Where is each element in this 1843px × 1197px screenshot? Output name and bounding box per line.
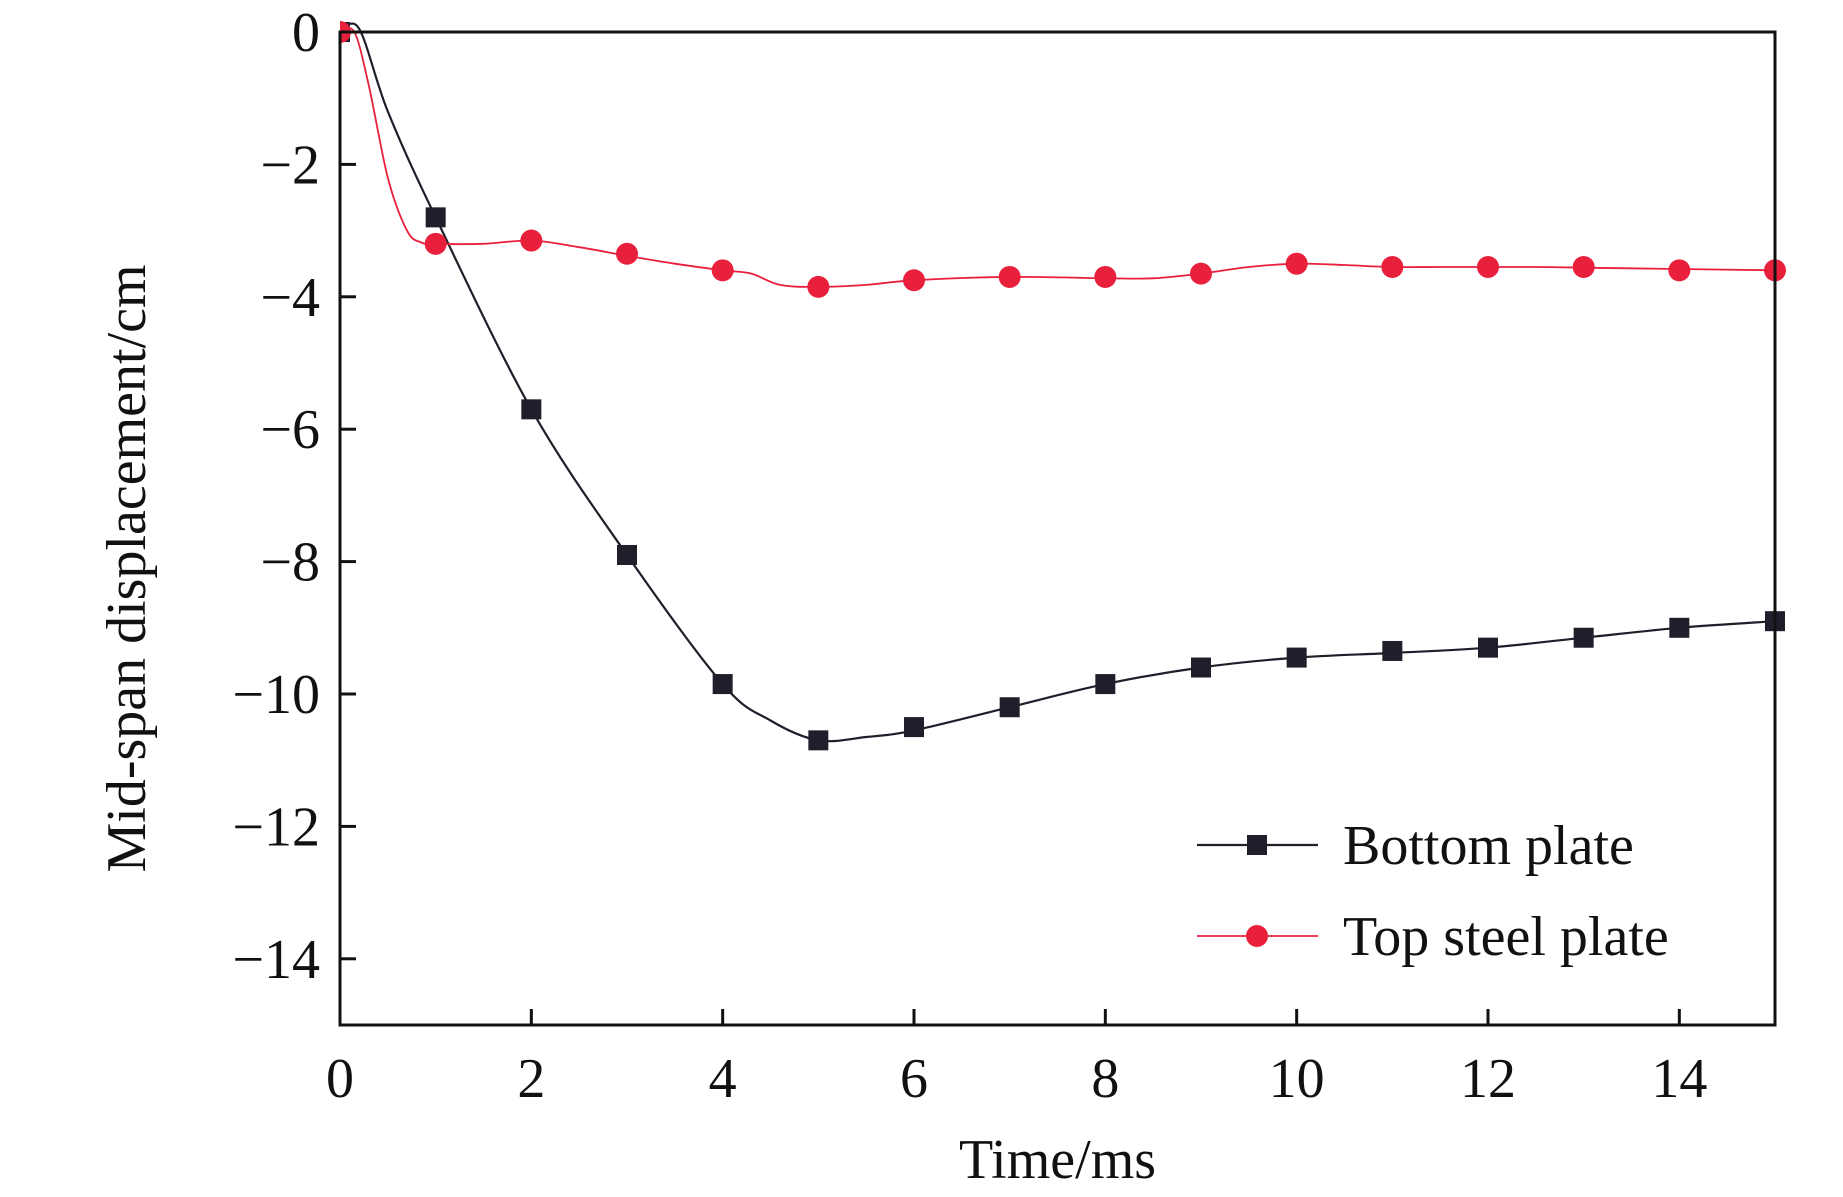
data-point-bottom-plate — [425, 207, 446, 228]
legend-label-top-steel-plate: Top steel plate — [1343, 906, 1669, 968]
series-line-top-steel-plate — [340, 27, 1776, 288]
y-tick-label: −4 — [260, 267, 320, 329]
data-point-top-steel-plate — [1285, 252, 1308, 275]
legend-label-bottom-plate: Bottom plate — [1343, 815, 1634, 877]
y-axis-title: Mid-span displacement/cm — [96, 264, 158, 872]
data-point-bottom-plate — [1478, 637, 1498, 658]
data-point-top-steel-plate — [1190, 262, 1212, 285]
y-tick-label: −2 — [260, 134, 320, 196]
data-point-top-steel-plate — [424, 232, 447, 255]
plot-frame — [338, 30, 1777, 1027]
data-point-bottom-plate — [521, 399, 542, 420]
x-tick-label: 14 — [1651, 1048, 1707, 1110]
x-tick-label: 12 — [1460, 1048, 1516, 1110]
x-axis-title: Time/ms — [959, 1129, 1156, 1191]
data-point-top-steel-plate — [1668, 259, 1691, 282]
data-point-top-steel-plate — [1477, 256, 1499, 279]
tick-layer: 0 2 4 6 8 10 12 14 0 −2 −4 −6 −8 −10 −12 −14 — [232, 2, 1707, 1110]
data-point-top-steel-plate — [711, 259, 734, 282]
y-tick-label: 0 — [292, 2, 320, 64]
y-tick-label: −6 — [260, 399, 320, 461]
data-point-top-steel-plate — [998, 265, 1021, 288]
legend: Bottom plate Top steel plate — [1197, 815, 1669, 968]
data-point-top-steel-plate — [520, 229, 543, 252]
series-line-bottom-plate — [340, 22, 1776, 743]
data-point-top-steel-plate — [903, 269, 925, 292]
series-layer — [340, 21, 1786, 751]
x-tick-label: 10 — [1269, 1048, 1325, 1110]
x-tick-label: 2 — [517, 1048, 545, 1110]
data-point-bottom-plate — [617, 544, 637, 565]
data-point-top-steel-plate — [807, 275, 830, 298]
x-tick-label: 8 — [1091, 1048, 1119, 1110]
data-point-top-steel-plate — [1381, 256, 1404, 279]
data-point-bottom-plate — [999, 697, 1020, 718]
data-point-top-steel-plate — [616, 242, 638, 265]
y-tick-label: −14 — [232, 929, 320, 991]
series-top-steel-plate — [340, 21, 1786, 298]
x-tick-label: 0 — [326, 1048, 354, 1110]
data-point-bottom-plate — [1669, 617, 1690, 638]
data-point-bottom-plate — [712, 674, 733, 695]
series-bottom-plate — [340, 22, 1785, 751]
data-point-bottom-plate — [1095, 674, 1116, 695]
data-point-bottom-plate — [808, 730, 829, 751]
y-tick-label: −8 — [260, 532, 320, 594]
data-point-bottom-plate — [1573, 627, 1594, 648]
data-point-bottom-plate — [904, 717, 924, 738]
data-point-top-steel-plate — [1572, 256, 1595, 279]
data-point-top-steel-plate — [1094, 265, 1117, 288]
y-tick-label: −10 — [232, 664, 320, 726]
y-tick-label: −12 — [232, 796, 320, 858]
x-tick-label: 6 — [900, 1048, 928, 1110]
legend-marker-bottom-plate — [1247, 835, 1267, 855]
data-point-bottom-plate — [1286, 647, 1307, 668]
data-point-bottom-plate — [1382, 640, 1403, 661]
x-tick-label: 4 — [709, 1048, 737, 1110]
legend-marker-top-steel-plate — [1246, 925, 1268, 947]
data-point-bottom-plate — [1191, 657, 1211, 678]
